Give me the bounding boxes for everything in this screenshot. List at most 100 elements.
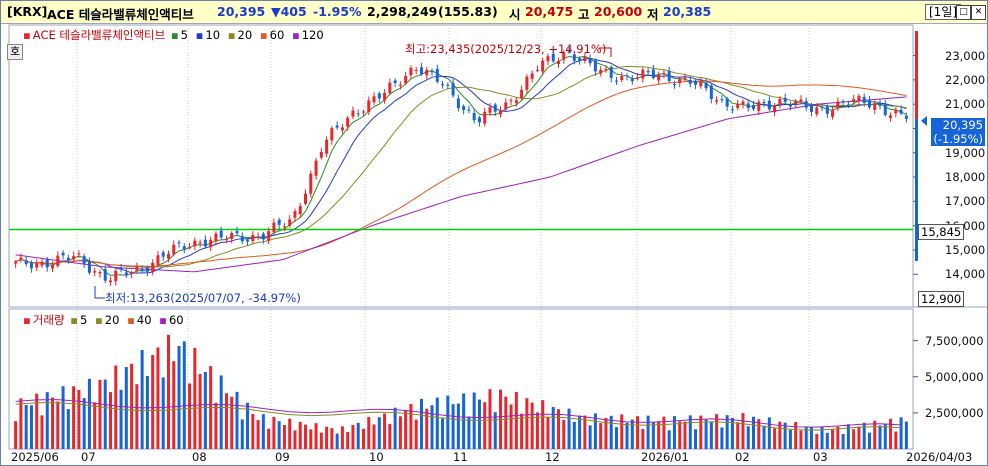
volume-bar bbox=[166, 334, 170, 449]
volume-bar bbox=[325, 426, 329, 449]
volume-bar bbox=[683, 421, 687, 449]
volume-bar bbox=[562, 419, 566, 449]
candle-body bbox=[435, 68, 439, 82]
volume-bar bbox=[899, 417, 903, 449]
volume-bar bbox=[657, 421, 661, 449]
legend-marker-icon: ▪ bbox=[23, 28, 31, 42]
volume-axis-label: 7,500,000 bbox=[925, 333, 984, 348]
volume-bar bbox=[730, 417, 734, 449]
time-axis-label: 2025/06 bbox=[11, 450, 59, 464]
volume-bar bbox=[762, 425, 766, 449]
high-label: 고 bbox=[578, 7, 590, 22]
candle-body bbox=[151, 262, 155, 273]
candle-body bbox=[172, 244, 176, 255]
volume-bar bbox=[604, 417, 608, 449]
candle-body bbox=[846, 104, 850, 106]
candle-body bbox=[709, 85, 713, 99]
candle-body bbox=[788, 104, 792, 107]
close-icon[interactable]: ✕ bbox=[971, 5, 986, 20]
candle-body bbox=[419, 67, 423, 75]
volume-bar bbox=[467, 416, 471, 449]
volume-bar bbox=[462, 393, 466, 449]
candle-body bbox=[651, 69, 655, 78]
low-annotation: 최저:13,263(2025/07/07, -34.97%) bbox=[105, 291, 301, 305]
candle-body bbox=[193, 240, 197, 247]
volume-bar bbox=[383, 413, 387, 449]
candle-body bbox=[725, 98, 729, 107]
volume-bar bbox=[261, 414, 265, 449]
candle-body bbox=[82, 256, 86, 264]
candle-body bbox=[867, 100, 871, 108]
candle-body bbox=[720, 99, 724, 101]
candle-body bbox=[282, 226, 286, 228]
volume-bar bbox=[662, 416, 666, 449]
candle-body bbox=[182, 246, 186, 250]
volume-bar bbox=[404, 409, 408, 449]
ma10-line bbox=[15, 57, 907, 274]
candle-body bbox=[446, 84, 450, 86]
volume-bar bbox=[182, 341, 186, 449]
candle-body bbox=[214, 233, 218, 242]
volume-bar bbox=[93, 402, 97, 449]
legend-ma120: ▪ 120 bbox=[291, 28, 324, 42]
candle-body bbox=[346, 117, 350, 127]
candle-body bbox=[224, 239, 228, 241]
candle-body bbox=[609, 66, 613, 78]
legend-vma60: ▪ 60 bbox=[159, 313, 184, 327]
candle-body bbox=[462, 106, 466, 111]
volume-bar bbox=[620, 414, 624, 449]
restore-icon[interactable]: □ bbox=[956, 5, 971, 20]
candle-body bbox=[409, 67, 413, 76]
candle-body bbox=[72, 256, 76, 260]
candle-body bbox=[119, 268, 123, 270]
candle-body bbox=[398, 84, 402, 86]
legend-marker-icon: ▪ bbox=[23, 313, 31, 327]
candle-body bbox=[578, 58, 582, 61]
candle-body bbox=[730, 109, 734, 111]
candle-body bbox=[667, 71, 671, 82]
candle-body bbox=[203, 239, 207, 247]
candle-body bbox=[230, 233, 234, 240]
candle-body bbox=[904, 115, 908, 119]
candle-body bbox=[61, 252, 65, 256]
candle-body bbox=[588, 58, 592, 64]
candle-body bbox=[883, 104, 887, 116]
volume-bar bbox=[630, 419, 634, 449]
volume-bar bbox=[894, 431, 898, 449]
candle-body bbox=[831, 110, 835, 117]
volume-bar bbox=[177, 346, 181, 449]
volume-bar bbox=[87, 378, 91, 449]
volume-bar bbox=[61, 386, 65, 449]
toggle-button[interactable]: 호 bbox=[7, 44, 24, 60]
ma5-line bbox=[15, 55, 907, 276]
volume-bar bbox=[557, 409, 561, 449]
candle-body bbox=[451, 83, 455, 96]
candle-body bbox=[678, 79, 682, 84]
ma20-line bbox=[15, 65, 907, 268]
candle-body bbox=[325, 139, 329, 154]
candle-body bbox=[530, 73, 534, 79]
volume-bar bbox=[857, 426, 861, 449]
candle-body bbox=[557, 60, 561, 65]
candle-body bbox=[773, 105, 777, 113]
current-price: 20,395 bbox=[217, 4, 266, 19]
legend-ma20: ▪ 20 bbox=[227, 28, 253, 42]
candle-body bbox=[483, 111, 487, 124]
volume-bar bbox=[203, 371, 207, 449]
candle-body bbox=[314, 160, 318, 176]
last-price-pointer-icon bbox=[921, 115, 927, 126]
candle-body bbox=[873, 103, 877, 110]
candle-body bbox=[24, 260, 28, 264]
candle-body bbox=[520, 89, 524, 98]
candle-body bbox=[288, 219, 292, 226]
volume-bar bbox=[741, 413, 745, 449]
candle-body bbox=[799, 99, 803, 103]
candle-body bbox=[562, 52, 566, 60]
high-value: 20,600 bbox=[594, 4, 643, 19]
volume-bar bbox=[435, 397, 439, 449]
volume-bar bbox=[98, 379, 102, 449]
candle-body bbox=[161, 252, 165, 257]
volume-bar bbox=[525, 398, 529, 449]
candle-body bbox=[825, 105, 829, 114]
